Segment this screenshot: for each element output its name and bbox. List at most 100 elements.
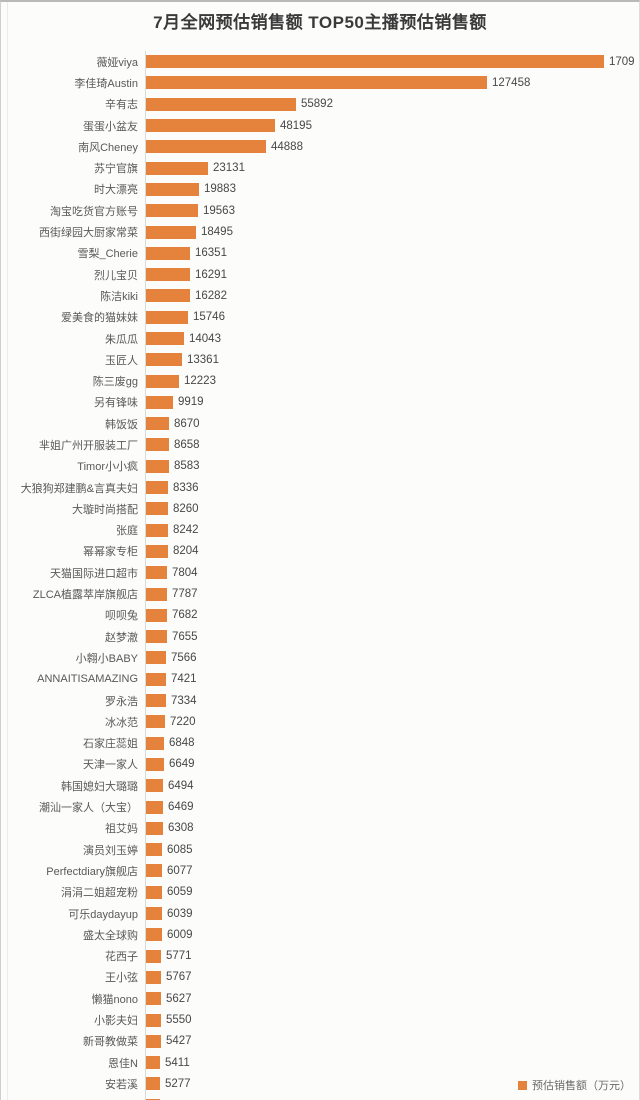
chart-row: 恩佳N 5411 [11,1051,635,1074]
chart-row: 祖艾妈 6308 [11,817,635,839]
chart-row: 李佳琦Austin 127458 [11,72,635,94]
bar-zone: 5771 [145,945,635,967]
bar-zone: 6469 [145,796,635,818]
chart-row: 朱瓜瓜 14043 [11,327,635,350]
streamer-label: 天津一家人 [83,759,138,772]
streamer-label: 祖艾妈 [105,823,138,836]
bar-zone: 12223 [145,370,635,392]
bar-zone: 19563 [145,200,635,222]
streamer-label: Perfectdiary旗舰店 [46,865,138,878]
bar [146,821,163,835]
bar-value: 16351 [195,247,227,260]
chart-row: 南风Cheney 44888 [11,136,635,158]
chart-row: Timor小小疯 8583 [11,455,635,477]
bar-zone: 6649 [145,753,635,776]
streamer-label: 韩饭饭 [105,418,138,431]
bar-value: 7220 [170,715,196,728]
bar-value: 12223 [184,375,216,388]
bar-zone: 7220 [145,711,635,733]
bar [146,225,196,239]
chart-row: 盛太全球购 6009 [11,924,635,946]
bar-value: 5767 [166,971,192,984]
bar-zone: 5277 [145,1073,635,1095]
bar-value: 6039 [167,907,193,920]
streamer-label: 南风Cheney [78,141,138,154]
streamer-label: 演员刘玉婷 [83,844,138,857]
bar-value: 6059 [167,886,193,899]
bar-value: 8336 [173,481,199,494]
bar-value: 5427 [166,1035,192,1048]
chart-row: 石家庄蕊姐 6848 [11,732,635,754]
streamer-label: 爱美食的猫妹妹 [61,312,138,325]
bar [146,459,169,473]
chart-row: 烈儿宝贝 16291 [11,263,635,286]
legend: 预估销售额（万元） [518,1077,631,1093]
chart-row: 赵梦澈 7655 [11,626,635,648]
bar-value: 5411 [165,1056,190,1069]
bar [146,395,173,409]
bar [146,715,165,729]
bar-zone: 170972 [145,51,635,73]
chart-row: 幂幂家专柜 8204 [11,540,635,563]
bar-zone: 6848 [145,732,635,754]
bar-zone: 8336 [145,476,635,499]
bar [146,268,190,282]
bar [146,481,168,495]
streamer-label: 石家庄蕊姐 [83,738,138,751]
bar-zone: 127458 [145,72,635,94]
bar [146,502,168,516]
bar-zone: 18495 [145,221,635,243]
bar-zone: 8658 [145,434,635,456]
chart-row: 小影夫妇 5550 [11,1009,635,1031]
chart-row: 玉匠人 13361 [11,349,635,371]
bar [146,843,162,857]
bar-zone: 13361 [145,349,635,371]
bar-value: 23131 [213,162,245,175]
chart-row: 西街绿园大厨家常菜 18495 [11,221,635,243]
bar-zone: 6009 [145,924,635,946]
streamer-label: 新哥教做菜 [83,1036,138,1049]
streamer-label: 辛有志 [105,99,138,112]
bar-value: 7566 [171,651,197,664]
bar-value: 15746 [193,311,225,324]
streamer-label: Timor小小疯 [77,461,138,474]
bar [146,694,166,708]
chart-row: 韩饭饭 8670 [11,413,635,435]
bar-value: 7682 [172,609,198,622]
chart-row: 蛋蛋小盆友 48195 [11,114,635,137]
bar-value: 7334 [171,694,197,707]
bar [146,630,167,644]
streamer-label: 花西子 [105,951,138,964]
chart-row: 新哥教做菜 5427 [11,1030,635,1052]
bar-value: 170972 [609,55,635,68]
chart-row: 潮汕一家人（大宝） 6469 [11,796,635,818]
streamer-label: 淘宝吃货官方账号 [50,205,138,218]
bar [146,800,163,814]
bar-zone: 7682 [145,604,635,627]
bar [146,885,162,899]
bar-value: 6649 [169,758,195,771]
streamer-label: 呗呗兔 [105,610,138,623]
bar-value: 7421 [171,673,197,686]
streamer-label: 张庭 [116,525,138,538]
bar-value: 7787 [172,588,198,601]
bar-value: 13361 [187,353,219,366]
chart-row: 韩国媳妇大璐璐 6494 [11,775,635,797]
bar-zone: 44888 [145,136,635,158]
streamer-label: 大狼狗郑建鹏&言真夫妇 [20,482,138,495]
bar [146,1013,161,1027]
bar [146,907,162,921]
streamer-label: 大璇时尚搭配 [72,503,138,516]
bar [146,992,161,1006]
bar-zone: 8204 [145,540,635,563]
bar [146,55,604,69]
chart-row: 辛有志 55892 [11,93,635,115]
streamer-label: 陈洁kiki [100,290,138,303]
chart-row: 薇娅viya 170972 [11,51,635,73]
chart-row: 王小弦 5767 [11,966,635,989]
bar [146,608,167,622]
bar-value: 19883 [204,183,236,196]
streamer-label: 安若溪 [105,1078,138,1091]
bar [146,374,179,388]
bar-zone: 14043 [145,327,635,350]
